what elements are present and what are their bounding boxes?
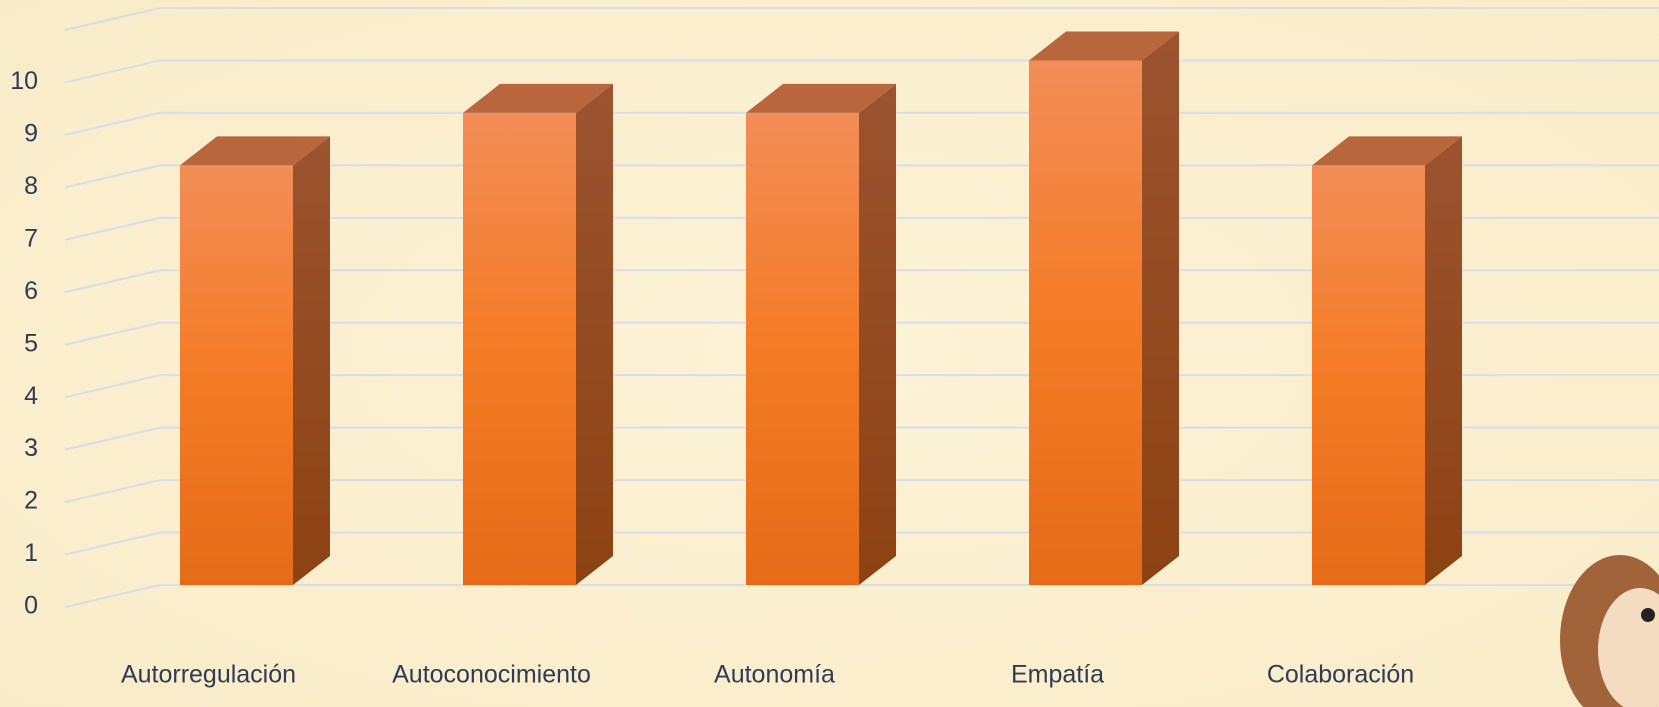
y-tick-label: 4: [24, 382, 38, 410]
bar-side: [1142, 31, 1179, 585]
bar: [1029, 60, 1142, 585]
x-tick-label: Autoconocimiento: [392, 661, 591, 689]
y-tick-label: 2: [24, 487, 38, 515]
bar-side: [859, 84, 896, 585]
y-tick-label: 1: [24, 539, 38, 567]
bar: [1312, 165, 1425, 585]
x-tick-label: Colaboración: [1267, 661, 1414, 689]
y-tick-label: 8: [24, 172, 38, 200]
y-tick-label: 9: [24, 120, 38, 148]
bar: [463, 113, 576, 585]
y-tick-label: 5: [24, 329, 38, 357]
bar-side: [1425, 136, 1462, 585]
bar-side: [576, 84, 613, 585]
bar: [746, 113, 859, 585]
x-tick-label: Empatía: [1011, 661, 1104, 689]
y-tick-label: 10: [10, 67, 38, 95]
page: 0 1 2 3 4 5 6 7 8 9 10 Autorregulación Autoconocimie…: [0, 0, 1659, 707]
y-tick-label: 0: [24, 592, 38, 620]
y-tick-label: 7: [24, 224, 38, 252]
y-tick-label: 6: [24, 277, 38, 305]
bar: [180, 165, 293, 585]
bar-side: [293, 136, 330, 585]
x-tick-label: Autorregulación: [121, 661, 296, 689]
y-tick-label: 3: [24, 434, 38, 462]
x-tick-label: Autonomía: [714, 661, 835, 689]
chart: 0 1 2 3 4 5 6 7 8 9 10 Autorregulación Autoconocimie…: [0, 0, 1659, 707]
